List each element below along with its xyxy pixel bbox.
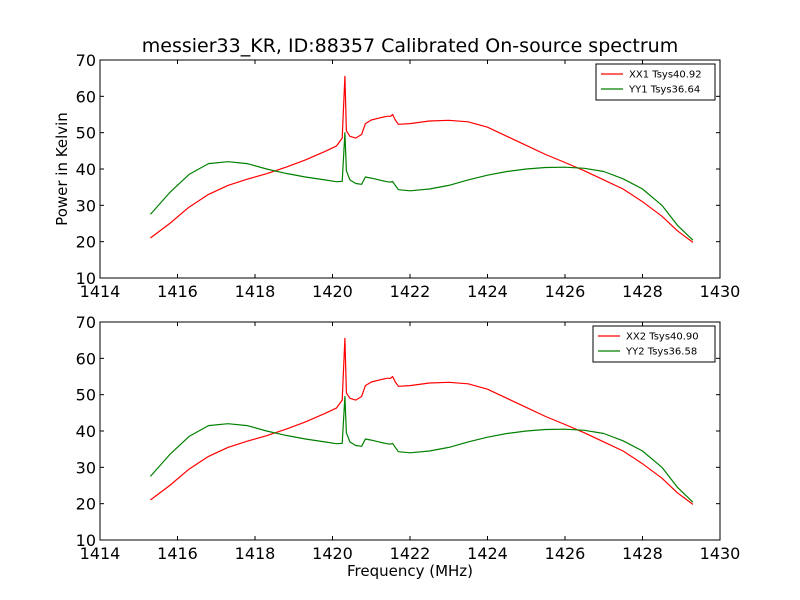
series-line-2 [149,395,694,503]
legend-entry-label: XX1 Tsys40.92 [629,70,702,81]
x-tick-label: 1430 [700,282,741,301]
y-tick-label: 30 [76,458,96,477]
y-tick-label: 60 [76,87,96,106]
x-tick-label: 1424 [467,282,508,301]
y-tick-label: 20 [76,233,96,252]
y-tick-label: 70 [76,51,96,70]
series-line-1 [150,75,694,243]
x-tick-label: 1428 [622,282,663,301]
y-tick-label: 60 [76,349,96,368]
series-line-1 [150,337,694,505]
y-tick-label: 50 [76,386,96,405]
x-tick-label: 1428 [622,544,663,563]
y-tick-label: 70 [76,313,96,332]
x-tick-label: 1414 [80,282,121,301]
x-tick-label: 1418 [235,282,276,301]
series-line-2 [149,132,694,241]
legend-box [595,63,716,101]
y-tick-label: 40 [76,422,96,441]
legend-box [592,325,716,363]
x-tick-label: 1426 [545,544,586,563]
x-tick-label: 1422 [390,544,431,563]
x-tick-label: 1416 [157,544,198,563]
bottom-spectrum-panel: 1414 1416 1418 1420 1422 1424 1426 1428 1430 10 20… [76,313,741,580]
x-tick-label: 1420 [312,544,353,563]
y-tick-label: 10 [76,269,96,288]
y-tick-label: 20 [76,495,96,514]
figure-title: messier33_KR, ID:88357 Calibrated On-sou… [142,35,678,57]
y-tick-label: 40 [76,160,96,179]
y-tick-label: 10 [76,531,96,550]
legend-entry-label: YY2 Tsys36.58 [625,347,697,358]
legend-entry-label: XX2 Tsys40.90 [626,332,699,343]
x-tick-label: 1422 [390,282,431,301]
y-axis-label: Power in Kelvin [53,112,71,226]
x-tick-label: 1424 [467,544,508,563]
legend-entry-label: YY1 Tsys36.64 [628,85,700,96]
x-tick-label: 1414 [80,544,121,563]
x-tick-label: 1430 [700,544,741,563]
top-spectrum-panel: 1414 1416 1418 1420 1422 1424 1426 1428 1430 10 20… [53,51,740,301]
y-tick-label: 30 [76,196,96,215]
x-tick-label: 1426 [545,282,586,301]
y-tick-label: 50 [76,124,96,143]
x-tick-label: 1420 [312,282,353,301]
x-tick-label: 1418 [235,544,276,563]
x-tick-label: 1416 [157,282,198,301]
x-axis-label: Frequency (MHz) [347,562,473,580]
